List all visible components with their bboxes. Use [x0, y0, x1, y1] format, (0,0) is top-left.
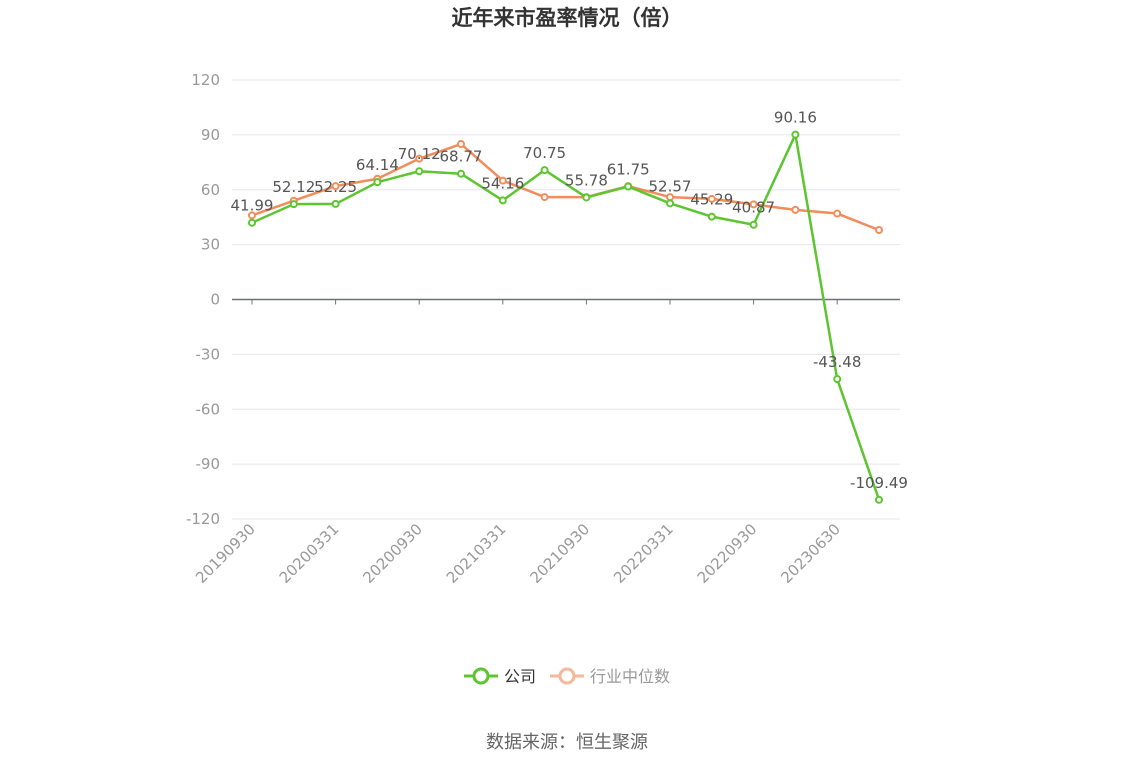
company-point[interactable] — [415, 167, 424, 176]
data-label: 61.75 — [607, 161, 650, 179]
company-point[interactable] — [624, 182, 633, 191]
data-label: 70.12 — [398, 145, 441, 163]
industry-median-point[interactable] — [415, 154, 424, 163]
data-label: -109.49 — [850, 474, 908, 492]
data-label: 55.78 — [565, 171, 608, 189]
legend-company-label: 公司 — [504, 667, 536, 686]
company-point[interactable] — [289, 200, 298, 209]
y-tick-label: 30 — [201, 236, 220, 254]
legend-item-company[interactable]: 公司 — [464, 667, 536, 686]
legend-industry-label: 行业中位数 — [590, 667, 670, 686]
y-tick-label: 0 — [210, 291, 220, 309]
industry-median-point[interactable] — [707, 194, 716, 203]
legend-industry-marker — [558, 667, 576, 685]
company-point[interactable] — [331, 199, 340, 208]
data-label: 64.14 — [356, 156, 399, 174]
company-point[interactable] — [666, 199, 674, 208]
data-label: -43.48 — [813, 353, 861, 371]
x-tick-label: 20190930 — [192, 520, 259, 587]
x-tick-label: 20210930 — [527, 520, 594, 587]
data-source: 数据来源：恒生聚源 — [486, 732, 648, 753]
data-label: 90.16 — [774, 109, 817, 127]
y-tick-label: -30 — [196, 345, 221, 363]
company-point[interactable] — [248, 218, 256, 227]
data-label: 68.77 — [440, 148, 483, 166]
company-point[interactable] — [373, 178, 382, 187]
legend-company-marker — [472, 667, 490, 685]
x-tick-label: 20230630 — [777, 520, 844, 587]
industry-median-point[interactable] — [833, 209, 842, 218]
industry-median-point[interactable] — [540, 193, 549, 202]
data-label: 52.57 — [649, 177, 692, 195]
industry-median-point[interactable] — [791, 205, 800, 214]
industry-median-point[interactable] — [875, 225, 883, 234]
company-point[interactable] — [791, 130, 800, 139]
data-label: 40.87 — [732, 199, 775, 217]
company-point[interactable] — [540, 166, 549, 175]
grid-lines — [232, 79, 900, 520]
company-point[interactable] — [457, 169, 465, 178]
x-tick-label: 20210331 — [443, 520, 510, 587]
company-point[interactable] — [498, 196, 507, 205]
company-point[interactable] — [749, 220, 758, 229]
legend-item-industry-median[interactable]: 行业中位数 — [550, 667, 670, 686]
data-label: 70.75 — [523, 144, 566, 162]
industry-median-point[interactable] — [498, 176, 507, 185]
x-tick-label: 20220930 — [694, 520, 761, 587]
industry-median-point[interactable] — [749, 200, 758, 209]
company-point[interactable] — [707, 212, 716, 221]
data-label: 54.16 — [481, 174, 524, 192]
company-point[interactable] — [833, 375, 842, 384]
data-label: 41.99 — [231, 197, 274, 215]
company-point[interactable] — [875, 495, 883, 504]
y-tick-label: -90 — [196, 455, 221, 473]
series-layer — [248, 130, 883, 504]
y-tick-label: 120 — [191, 71, 220, 89]
data-label: 45.29 — [690, 191, 733, 209]
y-tick-label: -60 — [196, 400, 221, 418]
series-line-industry-median — [251, 142, 880, 232]
y-tick-label: 60 — [201, 181, 220, 199]
industry-median-point[interactable] — [248, 211, 256, 220]
chart-title: 近年来市盈率情况（倍） — [452, 6, 683, 30]
company-point[interactable] — [582, 193, 591, 202]
data-label: 52.12 — [272, 178, 315, 196]
y-tick-label: 90 — [201, 126, 220, 144]
x-tick-label: 20200331 — [276, 520, 343, 587]
y-tick-label: -120 — [186, 510, 220, 528]
legend: 公司 行业中位数 — [464, 667, 670, 686]
data-label: 52.25 — [314, 178, 357, 196]
industry-median-point[interactable] — [331, 182, 340, 191]
industry-median-point[interactable] — [457, 140, 465, 149]
x-tick-label: 20200930 — [359, 520, 426, 587]
series-line-company — [251, 133, 881, 501]
x-tick-label: 20220331 — [610, 520, 677, 587]
